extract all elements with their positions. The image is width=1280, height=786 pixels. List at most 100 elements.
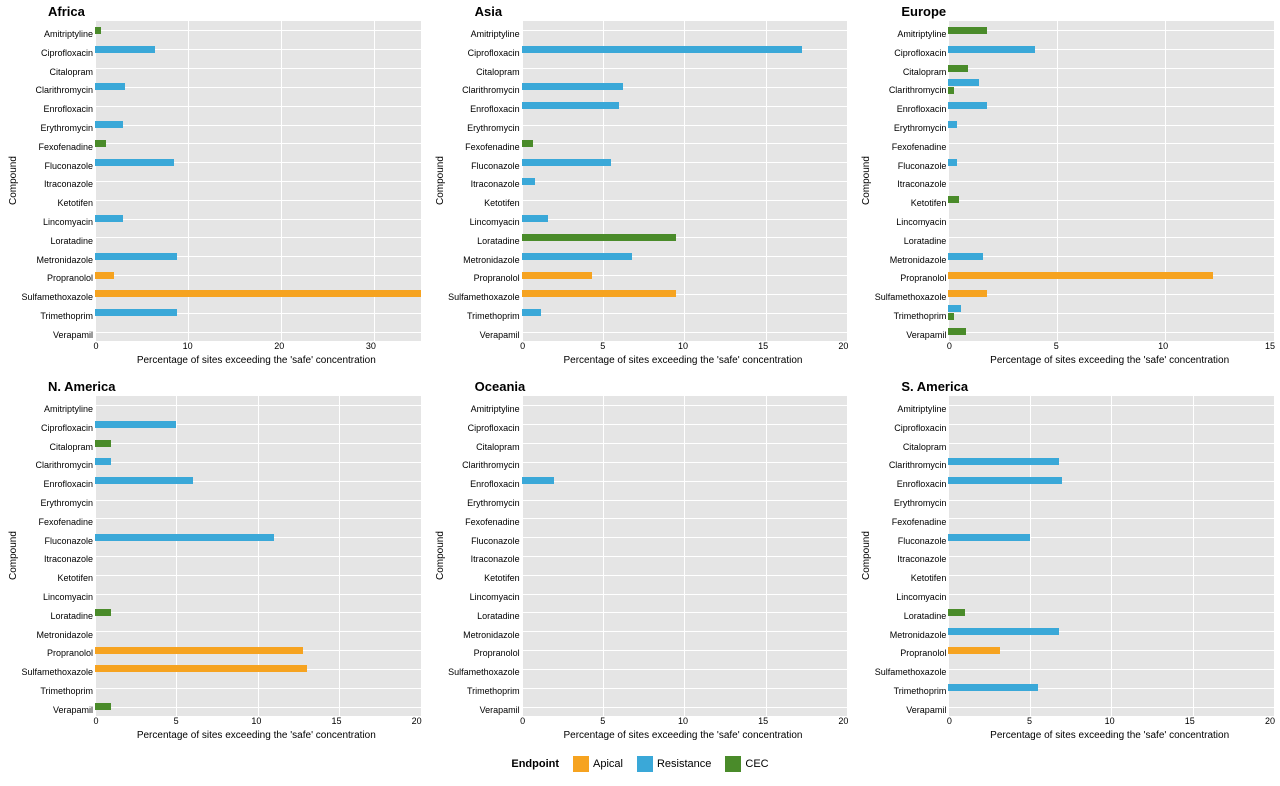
gridline-horizontal [948,707,1274,708]
bar-resistance [95,159,174,166]
y-tick-label: Erythromycin [448,499,520,500]
plot-area: CompoundAmitriptylineCiprofloxacinCitalo… [6,21,421,341]
y-tick-label: Sulfamethoxazole [448,668,520,669]
plot-background [522,396,848,716]
x-tick-label: 20 [412,716,422,726]
y-tick-label: Amitriptyline [874,30,946,31]
gridline-horizontal [522,481,848,482]
x-axis-label: Percentage of sites exceeding the 'safe'… [96,730,417,741]
y-tick-label: Loratadine [874,612,946,613]
y-tick-label: Lincomyacin [874,218,946,219]
bar-apical [948,647,1000,654]
plot-area: CompoundAmitriptylineCiprofloxacinCitalo… [433,396,848,716]
y-tick-label: Trimethoprim [874,687,946,688]
y-tick-label: Citalopram [874,68,946,69]
gridline-horizontal [95,575,421,576]
gridline-horizontal [948,575,1274,576]
y-tick-label: Itraconazole [21,555,93,556]
bar-cec [948,313,953,320]
bar-resistance [95,121,123,128]
bar-apical [95,665,307,672]
y-tick-label: Amitriptyline [448,30,520,31]
y-tick-label: Trimethoprim [448,312,520,313]
bar-resistance [95,253,177,260]
y-tick-label: Fluconazole [448,537,520,538]
gridline-horizontal [522,462,848,463]
y-tick-label: Metronidazole [448,631,520,632]
legend-swatch [725,756,741,772]
gridline-horizontal [948,518,1274,519]
gridline-horizontal [522,405,848,406]
plot-background [522,21,848,341]
gridline-horizontal [95,87,421,88]
y-tick-label: Fexofenadine [21,518,93,519]
bar-resistance [948,46,1035,53]
gridline-horizontal [522,68,848,69]
x-tick-label: 5 [1054,341,1059,351]
y-tick-label: Propranolol [874,649,946,650]
gridline-horizontal [522,30,848,31]
y-ticks: AmitriptylineCiprofloxacinCitalopramClar… [874,21,948,341]
x-axis-label: Percentage of sites exceeding the 'safe'… [523,730,844,741]
bar-resistance [948,534,1029,541]
y-tick-label: Verapamil [874,331,946,332]
y-tick-label: Sulfamethoxazole [874,668,946,669]
bar-cec [948,87,953,94]
bar-resistance [522,178,535,185]
bar-apical [95,272,114,279]
panel-title: S. America [901,379,1274,394]
bar-apical [95,647,303,654]
bar-cec [948,328,965,335]
bar-apical [948,290,987,297]
y-tick-label: Citalopram [448,68,520,69]
bar-cec [948,196,959,203]
bar-resistance [522,46,802,53]
y-tick-label: Verapamil [21,331,93,332]
x-tick-label: 10 [678,716,688,726]
y-tick-label: Ketotifen [874,199,946,200]
gridline-horizontal [948,669,1274,670]
gridline-horizontal [948,68,1274,69]
gridline-horizontal [948,162,1274,163]
gridline-horizontal [95,275,421,276]
y-axis-label: Compound [859,21,874,341]
plot-background [95,21,421,341]
y-tick-label: Enrofloxacin [874,105,946,106]
gridline-horizontal [95,612,421,613]
panel-title: Asia [475,4,848,19]
y-tick-label: Trimethoprim [448,687,520,688]
gridline-horizontal [95,707,421,708]
y-tick-label: Ketotifen [874,574,946,575]
gridline-horizontal [522,200,848,201]
gridline-horizontal [522,125,848,126]
gridline-horizontal [948,424,1274,425]
gridline-horizontal [948,237,1274,238]
gridline-horizontal [95,237,421,238]
y-tick-label: Enrofloxacin [21,480,93,481]
y-tick-label: Fexofenadine [874,143,946,144]
bar-resistance [95,309,177,316]
gridline-horizontal [522,443,848,444]
x-tick-label: 0 [520,341,525,351]
bar-resistance [948,121,957,128]
gridline-horizontal [948,594,1274,595]
bar-resistance [948,458,1059,465]
x-tick-label: 0 [93,341,98,351]
y-axis-label: Compound [433,396,448,716]
y-tick-label: Fluconazole [874,537,946,538]
bar-cec [948,27,987,34]
x-ticks: 05101520 [523,341,844,353]
y-tick-label: Itraconazole [448,180,520,181]
y-tick-label: Verapamil [448,706,520,707]
bar-apical [948,272,1213,279]
x-ticks: 05101520 [96,716,417,728]
gridline-horizontal [95,631,421,632]
gridline-horizontal [95,143,421,144]
gridline-horizontal [95,594,421,595]
x-tick-label: 0 [93,716,98,726]
legend-swatch [637,756,653,772]
gridline-horizontal [522,612,848,613]
y-tick-label: Ciprofloxacin [448,424,520,425]
y-ticks: AmitriptylineCiprofloxacinCitalopramClar… [448,21,522,341]
gridline-horizontal [522,688,848,689]
